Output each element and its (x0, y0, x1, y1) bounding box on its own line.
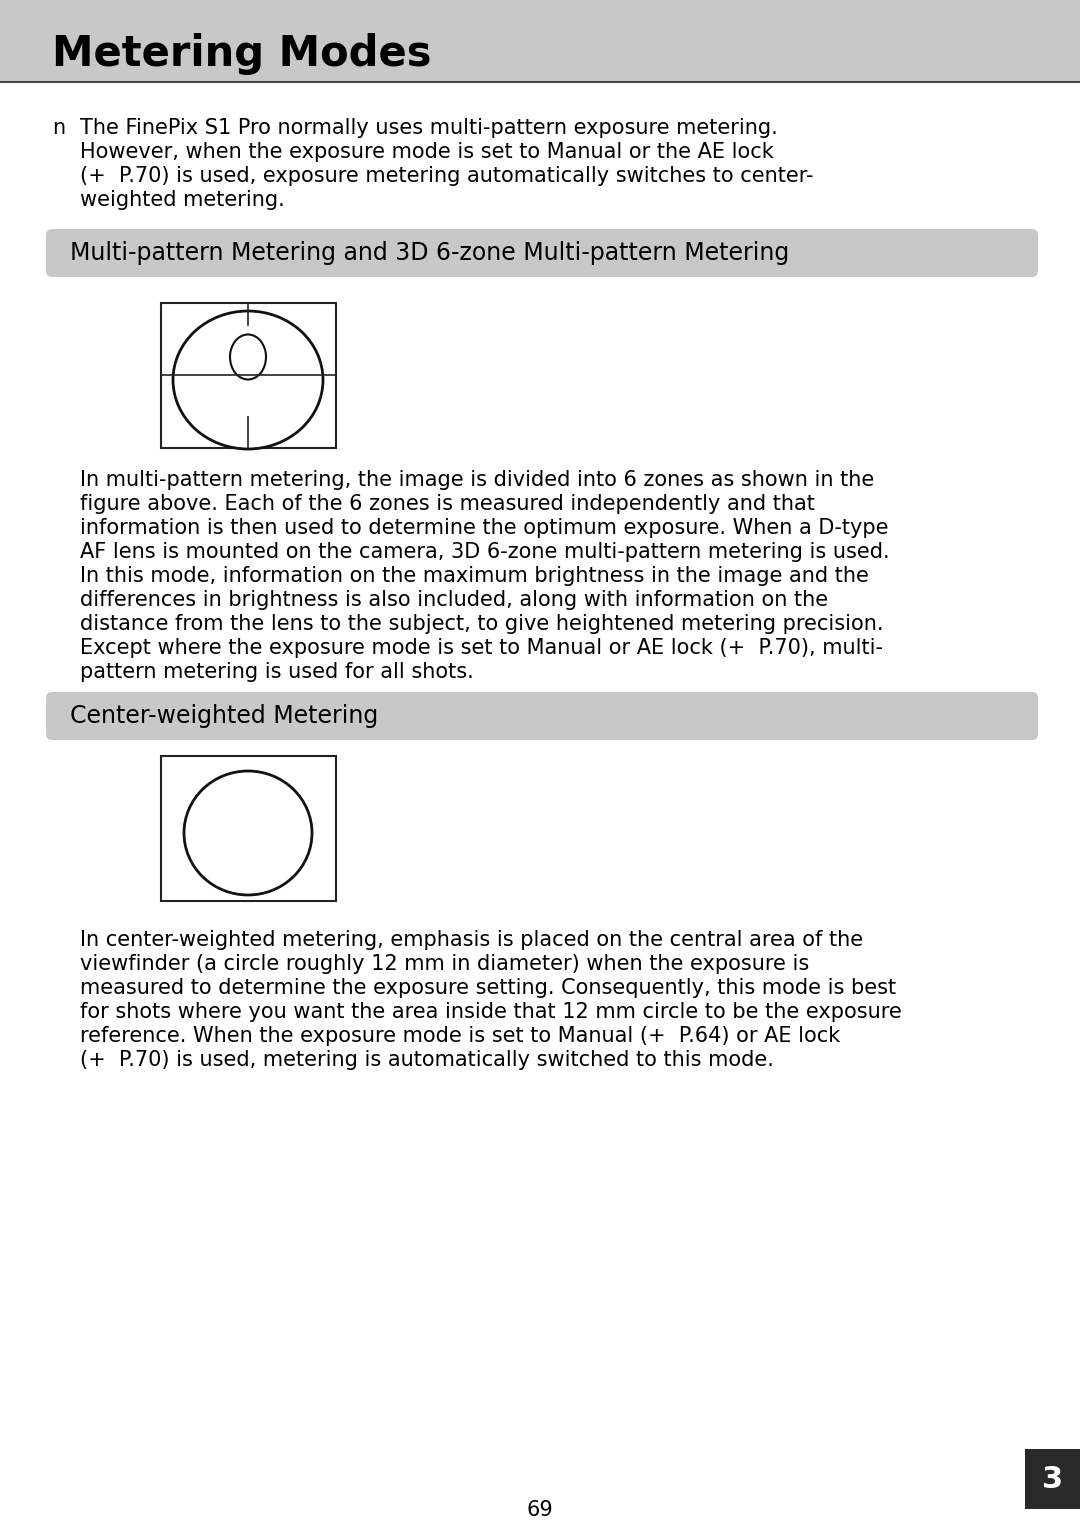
Text: 3: 3 (1042, 1464, 1063, 1493)
Text: (+  P.70) is used, exposure metering automatically switches to center-: (+ P.70) is used, exposure metering auto… (80, 166, 813, 186)
Ellipse shape (173, 310, 323, 449)
FancyBboxPatch shape (46, 229, 1038, 276)
Text: (+  P.70) is used, metering is automatically switched to this mode.: (+ P.70) is used, metering is automatica… (80, 1051, 774, 1071)
Text: Except where the exposure mode is set to Manual or AE lock (+  P.70), multi-: Except where the exposure mode is set to… (80, 637, 883, 657)
Bar (0, 0, 1080, 81)
Text: distance from the lens to the subject, to give heightened metering precision.: distance from the lens to the subject, t… (80, 614, 883, 634)
Text: Multi-pattern Metering and 3D 6-zone Multi-pattern Metering: Multi-pattern Metering and 3D 6-zone Mul… (70, 241, 789, 266)
Text: AF lens is mounted on the camera, 3D 6-zone multi-pattern metering is used.: AF lens is mounted on the camera, 3D 6-z… (80, 542, 890, 562)
Text: 69: 69 (527, 1501, 553, 1521)
Bar (161, 303, 336, 447)
Text: pattern metering is used for all shots.: pattern metering is used for all shots. (80, 662, 474, 682)
Ellipse shape (230, 335, 266, 379)
Ellipse shape (184, 771, 312, 895)
Text: for shots where you want the area inside that 12 mm circle to be the exposure: for shots where you want the area inside… (80, 1001, 902, 1021)
Text: In multi-pattern metering, the image is divided into 6 zones as shown in the: In multi-pattern metering, the image is … (80, 470, 874, 490)
Text: In center-weighted metering, emphasis is placed on the central area of the: In center-weighted metering, emphasis is… (80, 929, 863, 949)
Text: differences in brightness is also included, along with information on the: differences in brightness is also includ… (80, 590, 828, 610)
Text: measured to determine the exposure setting. Consequently, this mode is best: measured to determine the exposure setti… (80, 978, 896, 998)
Text: n: n (52, 118, 65, 138)
FancyBboxPatch shape (46, 693, 1038, 740)
Text: viewfinder (a circle roughly 12 mm in diameter) when the exposure is: viewfinder (a circle roughly 12 mm in di… (80, 954, 809, 974)
Text: In this mode, information on the maximum brightness in the image and the: In this mode, information on the maximum… (80, 565, 869, 587)
Bar (161, 756, 336, 900)
Text: The FinePix S1 Pro normally uses multi-pattern exposure metering.: The FinePix S1 Pro normally uses multi-p… (80, 118, 778, 138)
Text: figure above. Each of the 6 zones is measured independently and that: figure above. Each of the 6 zones is mea… (80, 495, 815, 515)
Bar (1025, 1448, 1080, 1508)
Text: information is then used to determine the optimum exposure. When a D-type: information is then used to determine th… (80, 518, 889, 538)
Text: Metering Modes: Metering Modes (52, 32, 432, 75)
Text: Center-weighted Metering: Center-weighted Metering (70, 703, 378, 728)
Text: weighted metering.: weighted metering. (80, 190, 285, 210)
Text: reference. When the exposure mode is set to Manual (+  P.64) or AE lock: reference. When the exposure mode is set… (80, 1026, 840, 1046)
Text: However, when the exposure mode is set to Manual or the AE lock: However, when the exposure mode is set t… (80, 141, 773, 161)
